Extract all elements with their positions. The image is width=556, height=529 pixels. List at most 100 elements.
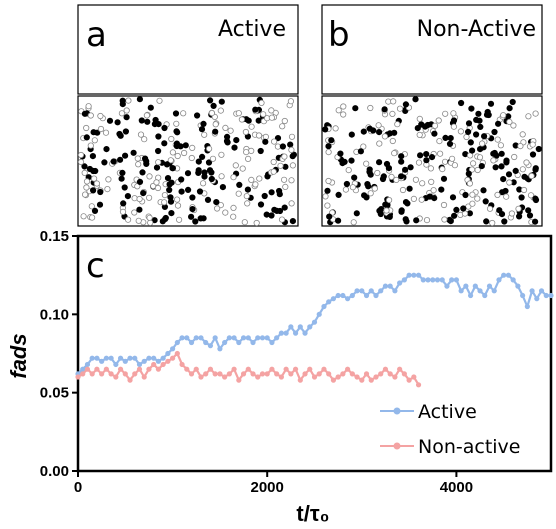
particle — [322, 126, 329, 133]
data-point-active — [316, 311, 322, 317]
data-point-non-active — [363, 371, 370, 377]
particle — [506, 118, 513, 126]
particle — [274, 143, 281, 150]
particle — [278, 216, 286, 223]
particle — [280, 176, 288, 183]
panel-b-header-box — [321, 4, 543, 95]
particle — [440, 175, 448, 182]
particle — [164, 175, 172, 182]
data-point-active — [326, 299, 332, 305]
particle — [287, 98, 294, 105]
particle — [159, 218, 166, 225]
data-point-non-active — [335, 374, 341, 380]
particle — [252, 106, 259, 113]
particle — [360, 128, 367, 135]
data-point-active — [84, 361, 91, 368]
data-point-active — [363, 292, 370, 299]
particle — [192, 218, 199, 225]
particle — [282, 183, 289, 190]
particle — [257, 201, 265, 208]
data-point-active — [524, 303, 530, 310]
data-point-active — [240, 335, 247, 341]
particle — [83, 178, 91, 185]
particle — [82, 191, 89, 198]
particle — [87, 142, 94, 149]
particle — [89, 153, 97, 160]
data-point-non-active — [307, 366, 313, 372]
particle — [169, 149, 176, 156]
particle — [264, 173, 271, 180]
particle — [268, 212, 275, 219]
particle — [163, 161, 171, 168]
data-point-active — [127, 355, 133, 361]
legend-label-non-active: Non-active — [418, 436, 521, 458]
particle — [81, 163, 88, 170]
particle — [135, 217, 142, 224]
particle — [381, 133, 388, 140]
particle — [268, 189, 275, 196]
data-point-non-active — [264, 371, 270, 377]
particle — [340, 103, 347, 110]
data-point-active — [496, 277, 502, 283]
data-point-active — [529, 288, 535, 294]
data-point-non-active — [75, 374, 81, 380]
particle — [511, 153, 518, 161]
data-point-active — [212, 335, 218, 341]
particle — [467, 139, 474, 146]
particle — [142, 155, 149, 162]
particle — [329, 209, 336, 216]
particle — [96, 201, 104, 208]
data-point-active — [236, 339, 242, 346]
particle — [328, 137, 335, 144]
particle — [197, 215, 204, 222]
particle — [386, 213, 393, 220]
data-point-active — [288, 324, 294, 330]
data-point-active — [165, 350, 171, 357]
data-point-active — [359, 288, 365, 294]
particle — [463, 133, 470, 141]
data-point-active — [330, 296, 337, 302]
data-point-non-active — [302, 371, 308, 377]
particle — [503, 159, 510, 166]
data-point-active — [349, 292, 355, 299]
y-tick-label: 0.00 — [40, 463, 69, 480]
data-point-active — [174, 339, 180, 346]
particle — [383, 160, 391, 168]
particle — [155, 133, 162, 140]
particle — [350, 219, 357, 226]
particle — [257, 147, 264, 155]
particle — [235, 190, 242, 197]
particle — [91, 207, 99, 214]
particle — [91, 175, 98, 182]
particle — [119, 169, 126, 176]
particle — [439, 166, 446, 173]
particle — [491, 128, 498, 136]
particle — [258, 99, 265, 107]
data-point-non-active — [387, 371, 393, 377]
particle — [415, 159, 423, 166]
particle — [288, 133, 296, 140]
data-point-non-active — [207, 366, 214, 372]
particle — [325, 149, 332, 156]
particle — [334, 217, 342, 224]
particle — [155, 159, 162, 166]
panel-b: b Non-Active — [321, 4, 543, 227]
particle — [497, 142, 504, 149]
particle — [252, 181, 259, 188]
y-tick-label: 0.05 — [40, 385, 69, 402]
particle — [520, 186, 528, 194]
particle — [468, 147, 476, 154]
data-point-non-active — [165, 358, 171, 364]
particle — [172, 110, 180, 117]
particle — [446, 216, 453, 224]
particle — [375, 129, 383, 136]
particle — [450, 110, 457, 117]
panel-a-particles — [77, 96, 297, 227]
particle — [177, 143, 184, 150]
particle — [230, 213, 237, 220]
data-point-non-active — [122, 371, 128, 377]
data-point-active — [283, 330, 289, 336]
particle — [106, 117, 114, 124]
particle — [469, 191, 476, 198]
particle — [431, 195, 438, 202]
